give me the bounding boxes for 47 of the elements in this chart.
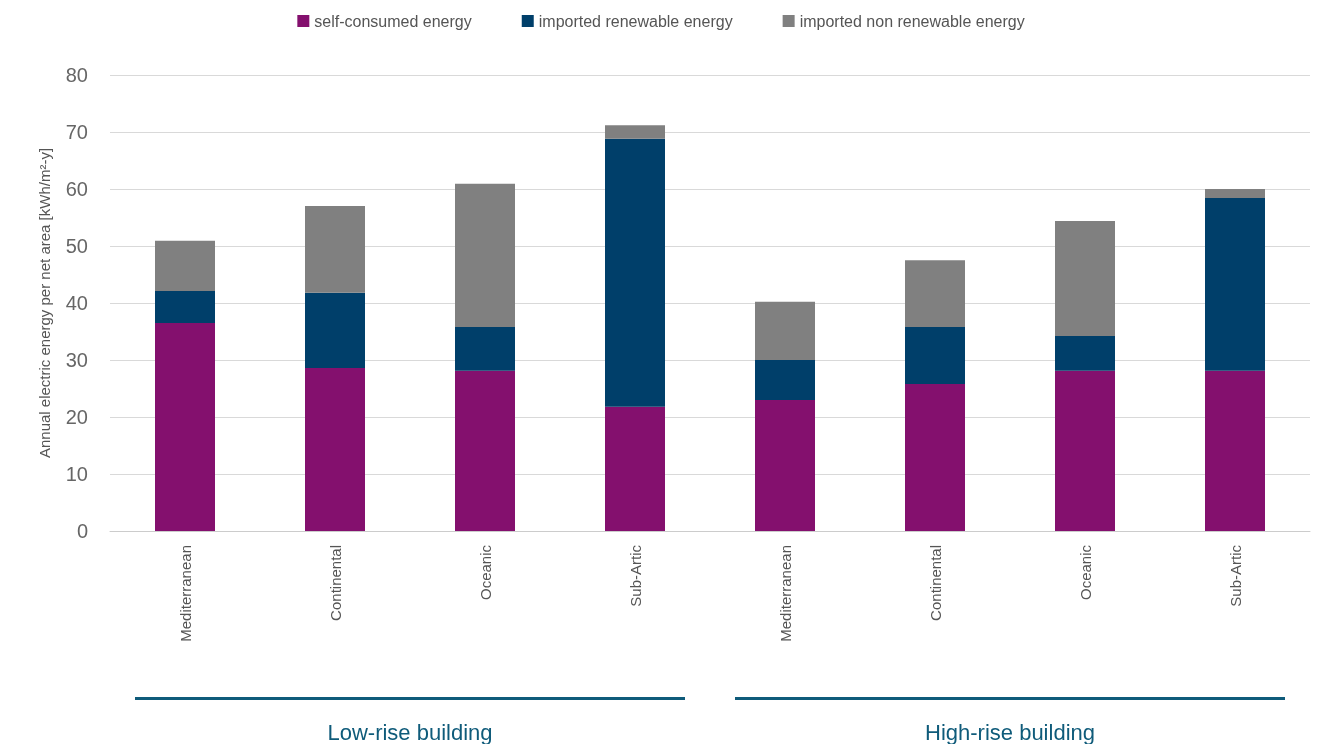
bar [1205, 370, 1265, 531]
bar [605, 406, 665, 531]
y-tick-label: 60 [65, 178, 88, 200]
legend-label: self-consumed energy [314, 12, 472, 30]
bar [905, 383, 965, 531]
x-tick-label: Sub-Artic [1226, 544, 1244, 607]
bar [455, 183, 515, 327]
x-tick-label: Mediterranean [176, 545, 194, 642]
legend-label: imported renewable energy [538, 12, 733, 30]
y-tick-label: 80 [65, 64, 88, 86]
bar [155, 291, 215, 323]
bar [1055, 370, 1115, 531]
x-tick-label: Continental [926, 545, 944, 621]
bar [1055, 220, 1115, 337]
text: High-rise building [925, 719, 1095, 744]
bar [905, 260, 965, 327]
bar [1205, 198, 1265, 371]
y-tick-label: 20 [65, 406, 88, 428]
y-tick-label: 10 [65, 463, 88, 485]
bar [1205, 189, 1265, 199]
bar [1055, 336, 1115, 371]
bar [755, 301, 815, 360]
bar [155, 322, 215, 531]
legend-label: imported non renewable energy [799, 12, 1025, 30]
y-tick-label: 70 [65, 121, 88, 143]
bar [305, 367, 365, 531]
bar [755, 360, 815, 400]
bar [755, 399, 815, 531]
text: Low-rise building [327, 719, 493, 744]
x-tick-label: Mediterranean [776, 545, 794, 642]
x-tick-label: Oceanic [476, 544, 494, 601]
y-axis-title: Annual electric energy per net area [kWh/m²-y] [36, 147, 53, 459]
x-tick-label: Sub-Artic [626, 544, 644, 607]
bar [905, 326, 965, 384]
bar [455, 370, 515, 531]
y-tick-label: 0 [76, 520, 88, 542]
y-tick-label: 40 [65, 292, 88, 314]
y-tick-label: 50 [65, 235, 88, 257]
bar [305, 292, 365, 368]
y-tick-label: 30 [65, 349, 88, 371]
bar [605, 125, 665, 139]
bar [155, 240, 215, 292]
x-tick-label: Oceanic [1076, 544, 1094, 601]
bar [305, 206, 365, 293]
x-tick-label: Continental [326, 545, 344, 621]
bar [455, 326, 515, 371]
bar [605, 138, 665, 407]
